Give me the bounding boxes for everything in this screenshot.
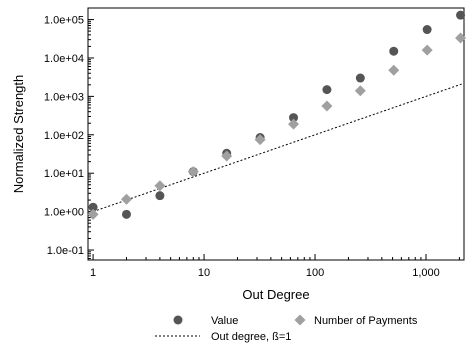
plot-border xyxy=(87,7,465,261)
value-point xyxy=(88,202,98,212)
payments-point xyxy=(388,64,400,76)
legend: Value Number of Payments Out degree, ß=1 xyxy=(155,314,418,343)
payments-point xyxy=(154,180,166,192)
legend-line-label: Out degree, ß=1 xyxy=(211,331,291,343)
y-tick-label: 1.0e+05 xyxy=(44,15,84,27)
y-tick-label: 1.0e+02 xyxy=(44,130,84,142)
y-tick-label: 1.0e+01 xyxy=(44,168,84,180)
value-point xyxy=(422,25,432,35)
value-point xyxy=(456,10,466,20)
y-axis-ticks: 1.0e-01 1.0e+00 1.0e+01 1.0e+02 1.0e+03 1.0e+… xyxy=(44,7,94,260)
payments-point xyxy=(455,32,467,44)
payments-point xyxy=(120,193,132,205)
y-tick-label: 1.0e+03 xyxy=(44,91,84,103)
x-tick-label: 1,000 xyxy=(412,267,440,279)
value-point xyxy=(121,209,131,219)
payments-point xyxy=(187,166,199,178)
x-tick-label: 10 xyxy=(198,267,210,279)
value-point xyxy=(355,73,365,83)
y-tick-label: 1.0e-01 xyxy=(47,245,84,257)
y-axis-title: Normalized Strength xyxy=(11,75,26,194)
plot-frame xyxy=(87,7,465,261)
x-tick-label: 100 xyxy=(306,267,324,279)
x-axis-title: Out Degree xyxy=(242,287,309,302)
payments-point xyxy=(421,44,433,56)
x-tick-label: 1 xyxy=(90,267,96,279)
payments-point xyxy=(288,118,300,130)
legend-payments-marker xyxy=(294,314,306,326)
legend-value-marker xyxy=(173,315,183,325)
y-tick-label: 1.0e+04 xyxy=(44,53,84,65)
value-point xyxy=(289,113,299,123)
x-axis-ticks: 1 10 100 1,000 xyxy=(87,254,460,279)
reference-line xyxy=(92,83,462,213)
payments-point xyxy=(221,150,233,162)
data-marks xyxy=(87,10,467,220)
legend-value-label: Value xyxy=(211,315,238,327)
payments-point xyxy=(87,208,99,220)
payments-point xyxy=(321,100,333,112)
y-tick-label: 1.0e+00 xyxy=(44,207,84,219)
payments-point xyxy=(254,134,266,146)
value-point xyxy=(389,46,399,56)
value-point xyxy=(155,191,165,201)
payments-point xyxy=(354,85,366,97)
value-point xyxy=(322,85,332,95)
legend-payments-label: Number of Payments xyxy=(314,315,418,327)
